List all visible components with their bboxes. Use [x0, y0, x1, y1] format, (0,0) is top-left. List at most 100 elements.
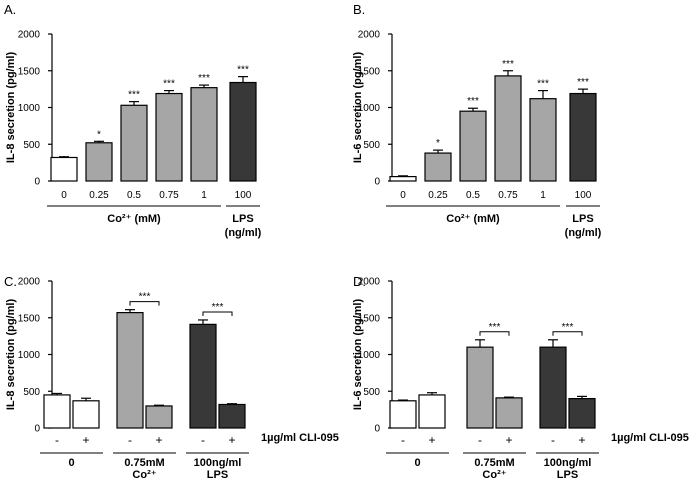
- group-label: 100ng/ml: [544, 457, 592, 469]
- y-tick-label: 2000: [18, 30, 41, 41]
- category-label: 100: [235, 190, 252, 201]
- y-axis-label: IL-8 secretion (pg/ml): [5, 52, 17, 164]
- category-label: +: [228, 433, 235, 447]
- y-tick-label: 500: [363, 387, 380, 398]
- category-label: 0.25: [428, 190, 448, 201]
- y-tick-label: 0: [34, 424, 40, 435]
- bar: [50, 156, 78, 182]
- y-tick-label: 1000: [358, 103, 381, 114]
- group-sublabel: LPS: [557, 469, 578, 480]
- y-tick-label: 1500: [18, 313, 41, 324]
- y-tick-label: 1500: [18, 66, 41, 77]
- treatment-label: 1µg/ml CLI-095: [261, 432, 339, 444]
- y-axis-label: IL-6 secretion (pg/ml): [352, 299, 364, 411]
- significance-label: ***: [198, 73, 210, 84]
- bar: [495, 397, 523, 429]
- chart-panel-4: D. 0 500 1000 1500 2000 IL-6 secretion (pg/ml)…: [352, 274, 689, 480]
- significance-label: ***: [128, 90, 140, 101]
- y-tick-label: 0: [374, 177, 380, 188]
- bar: [539, 346, 567, 429]
- group-label: 0: [414, 457, 420, 469]
- y-tick-label: 1500: [358, 66, 381, 77]
- group-label: LPS: [232, 213, 253, 225]
- category-label: 0: [400, 190, 406, 201]
- bar: [459, 110, 487, 182]
- bar: [529, 98, 557, 182]
- y-tick-label: 500: [23, 140, 40, 151]
- bar: [494, 75, 522, 182]
- category-label: +: [155, 433, 162, 447]
- category-label: 0.5: [466, 190, 480, 201]
- bar: [43, 394, 71, 429]
- y-tick-label: 500: [363, 140, 380, 151]
- bracket-label: ***: [489, 322, 501, 333]
- category-label: +: [428, 433, 435, 447]
- y-tick-label: 2000: [18, 277, 41, 288]
- panel-letter: C.: [4, 274, 17, 289]
- panel-letter: A.: [4, 2, 16, 17]
- bar: [229, 81, 257, 182]
- category-label: +: [505, 433, 512, 447]
- comparison-bracket: [202, 311, 233, 316]
- category-label: 0.25: [89, 190, 109, 201]
- category-label: +: [82, 433, 89, 447]
- treatment-label: 1µg/ml CLI-095: [611, 432, 689, 444]
- category-label: 0.75: [159, 190, 179, 201]
- bar: [155, 92, 183, 182]
- significance-label: ***: [163, 79, 175, 90]
- bar: [424, 152, 452, 182]
- y-tick-label: 500: [23, 387, 40, 398]
- bracket-label: ***: [562, 322, 574, 333]
- group-label: Co²⁺ (mM): [446, 213, 500, 225]
- group-label: Co²⁺ (mM): [107, 213, 161, 225]
- bracket-label: ***: [212, 302, 224, 313]
- bar: [218, 403, 246, 429]
- panel-letter: B.: [353, 2, 365, 17]
- comparison-bracket: [479, 331, 510, 336]
- significance-label: ***: [577, 77, 589, 88]
- bar: [145, 405, 173, 429]
- y-tick-label: 1000: [18, 350, 41, 361]
- y-tick-label: 1500: [358, 313, 381, 324]
- bar: [569, 92, 597, 182]
- category-label: 0.75: [498, 190, 518, 201]
- significance-label: ***: [502, 59, 514, 70]
- bar: [189, 323, 217, 429]
- significance-label: *: [97, 129, 101, 140]
- y-tick-label: 1000: [358, 350, 381, 361]
- category-label: -: [201, 433, 205, 447]
- bar: [389, 400, 417, 429]
- comparison-bracket: [129, 301, 160, 306]
- category-label: -: [401, 433, 405, 447]
- group-sublabel: LPS: [207, 469, 228, 480]
- bar: [568, 398, 596, 429]
- bar: [116, 312, 144, 429]
- category-label: +: [578, 433, 585, 447]
- category-label: 100: [575, 190, 592, 201]
- y-tick-label: 0: [34, 177, 40, 188]
- category-label: -: [128, 433, 132, 447]
- significance-label: ***: [537, 79, 549, 90]
- significance-label: *: [436, 138, 440, 149]
- y-tick-label: 1000: [18, 103, 41, 114]
- bar: [85, 142, 113, 182]
- group-sublabel: (ng/ml): [565, 227, 602, 239]
- bar: [418, 394, 446, 429]
- group-sublabel: (ng/ml): [225, 227, 262, 239]
- bracket-label: ***: [139, 292, 151, 303]
- significance-label: ***: [467, 96, 479, 107]
- y-tick-label: 0: [374, 424, 380, 435]
- significance-label: ***: [237, 65, 249, 76]
- category-label: 1: [540, 190, 546, 201]
- bar: [120, 104, 148, 182]
- y-axis-label: IL-8 secretion (pg/ml): [5, 299, 17, 411]
- bar: [466, 346, 494, 429]
- y-tick-label: 2000: [358, 30, 381, 41]
- bar: [190, 87, 218, 182]
- group-label: 100ng/ml: [194, 457, 242, 469]
- category-label: -: [55, 433, 59, 447]
